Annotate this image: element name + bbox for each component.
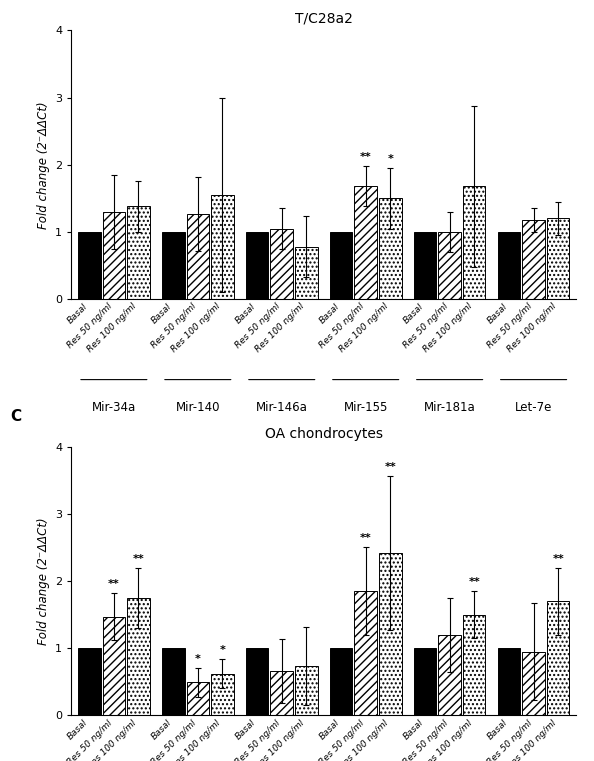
Bar [78, 648, 100, 715]
Bar [187, 683, 209, 715]
Bar [463, 615, 485, 715]
Bar [355, 186, 377, 299]
Text: *: * [387, 154, 393, 164]
Text: Mir-34a: Mir-34a [91, 401, 136, 414]
Bar [246, 232, 268, 299]
Text: **: ** [360, 152, 372, 162]
Text: **: ** [108, 579, 120, 589]
Bar [78, 232, 100, 299]
Bar [103, 212, 125, 299]
Bar [211, 195, 233, 299]
Title: T/C28a2: T/C28a2 [295, 11, 353, 25]
Text: **: ** [360, 533, 372, 543]
Text: Let-7e: Let-7e [515, 401, 552, 414]
Bar [295, 667, 318, 715]
Bar [355, 591, 377, 715]
Bar [270, 671, 293, 715]
Bar [414, 232, 437, 299]
Bar [463, 186, 485, 299]
Bar [547, 601, 570, 715]
Bar [438, 232, 461, 299]
Text: C: C [11, 409, 22, 424]
Title: OA chondrocytes: OA chondrocytes [265, 428, 383, 441]
Bar [330, 232, 352, 299]
Bar [127, 206, 150, 299]
Y-axis label: Fold change (2⁻ΔΔCt): Fold change (2⁻ΔΔCt) [37, 101, 49, 228]
Bar [414, 648, 437, 715]
Text: **: ** [552, 553, 564, 564]
Bar [127, 598, 150, 715]
Bar [438, 635, 461, 715]
Bar [162, 648, 185, 715]
Bar [270, 228, 293, 299]
Bar [330, 648, 352, 715]
Bar [162, 232, 185, 299]
Bar [295, 247, 318, 299]
Bar [379, 552, 402, 715]
Text: Mir-146a: Mir-146a [256, 401, 308, 414]
Text: **: ** [468, 577, 480, 587]
Text: **: ** [384, 462, 396, 472]
Text: *: * [219, 645, 225, 655]
Bar [187, 214, 209, 299]
Bar [498, 648, 520, 715]
Bar [379, 199, 402, 299]
Bar [103, 616, 125, 715]
Y-axis label: Fold change (2⁻ΔΔCt): Fold change (2⁻ΔΔCt) [37, 517, 49, 645]
Bar [522, 220, 545, 299]
Bar [246, 648, 268, 715]
Bar [522, 651, 545, 715]
Text: Mir-140: Mir-140 [176, 401, 220, 414]
Bar [498, 232, 520, 299]
Text: Mir-181a: Mir-181a [424, 401, 476, 414]
Bar [547, 218, 570, 299]
Text: *: * [195, 654, 201, 664]
Bar [211, 673, 233, 715]
Text: Mir-155: Mir-155 [343, 401, 388, 414]
Text: **: ** [132, 553, 144, 564]
